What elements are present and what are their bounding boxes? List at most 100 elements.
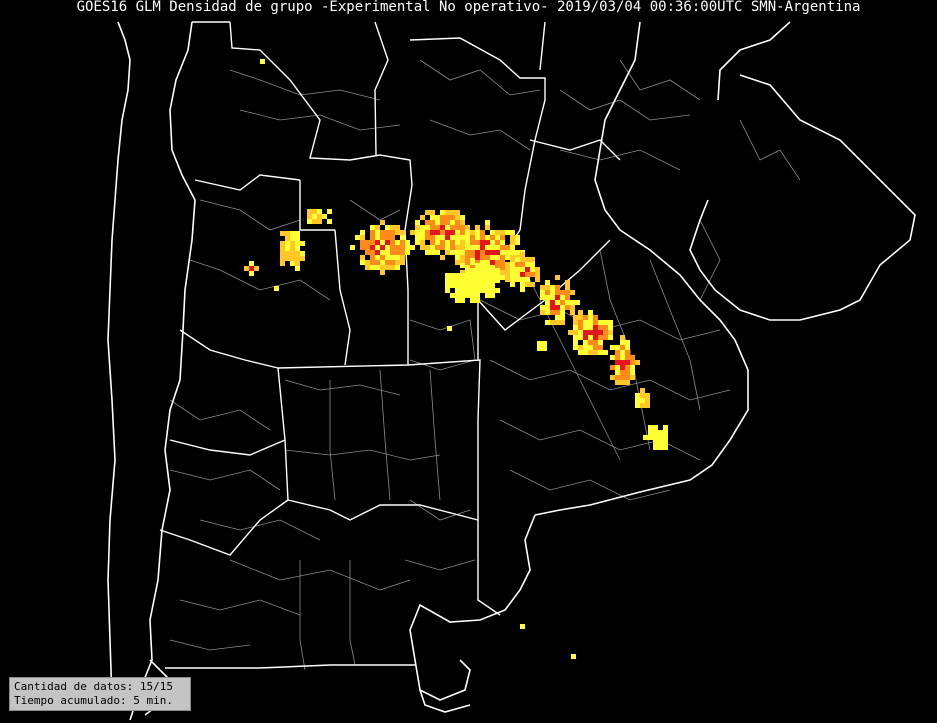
density-cell bbox=[542, 341, 547, 346]
density-cell bbox=[405, 245, 410, 250]
density-cell bbox=[653, 425, 658, 430]
density-cell bbox=[455, 260, 460, 265]
department-border bbox=[299, 560, 306, 671]
density-cell bbox=[285, 251, 290, 256]
density-cell bbox=[380, 220, 385, 225]
density-cell bbox=[435, 220, 440, 225]
density-cell bbox=[578, 315, 583, 320]
density-cell bbox=[490, 288, 495, 293]
density-cell bbox=[643, 435, 648, 440]
density-cell bbox=[530, 257, 535, 262]
density-cell bbox=[658, 430, 663, 435]
density-cell bbox=[640, 388, 645, 393]
density-cell bbox=[385, 240, 390, 245]
density-cell bbox=[390, 240, 395, 245]
density-cell bbox=[390, 260, 395, 265]
density-cell bbox=[505, 245, 510, 250]
density-cell bbox=[530, 262, 535, 267]
density-cell bbox=[540, 285, 545, 290]
density-cell bbox=[598, 345, 603, 350]
density-cell bbox=[495, 245, 500, 250]
density-cell bbox=[555, 310, 560, 315]
density-cell bbox=[505, 267, 510, 272]
department-border bbox=[429, 369, 441, 501]
density-cell bbox=[445, 245, 450, 250]
density-cell bbox=[445, 240, 450, 245]
density-cell bbox=[495, 273, 500, 278]
density-cell bbox=[640, 398, 645, 403]
density-cell bbox=[450, 215, 455, 220]
density-cell bbox=[375, 265, 380, 270]
density-cell bbox=[525, 282, 530, 287]
density-cell bbox=[400, 250, 405, 255]
density-cell bbox=[520, 267, 525, 272]
density-cell bbox=[588, 340, 593, 345]
density-cell bbox=[550, 320, 555, 325]
density-cell bbox=[370, 230, 375, 235]
density-cell bbox=[598, 350, 603, 355]
density-cell bbox=[485, 273, 490, 278]
density-cell bbox=[510, 245, 515, 250]
density-cell bbox=[285, 256, 290, 261]
density-cell bbox=[295, 246, 300, 251]
density-cell bbox=[598, 335, 603, 340]
density-cell bbox=[510, 257, 515, 262]
density-cell bbox=[370, 245, 375, 250]
department-border bbox=[169, 469, 281, 491]
density-cell bbox=[663, 445, 668, 450]
density-cell bbox=[537, 346, 542, 351]
density-cell bbox=[445, 215, 450, 220]
density-cell bbox=[520, 272, 525, 277]
density-cell bbox=[244, 266, 249, 271]
density-cell bbox=[420, 235, 425, 240]
density-cell bbox=[385, 265, 390, 270]
density-cell bbox=[395, 240, 400, 245]
density-cell bbox=[465, 260, 470, 265]
density-cell bbox=[425, 210, 430, 215]
province-border bbox=[477, 239, 611, 360]
density-cell bbox=[445, 283, 450, 288]
density-cell bbox=[510, 277, 515, 282]
density-cell bbox=[555, 305, 560, 310]
density-cell bbox=[465, 293, 470, 298]
density-cell bbox=[495, 268, 500, 273]
density-cell bbox=[515, 257, 520, 262]
density-cell bbox=[495, 288, 500, 293]
density-cell bbox=[350, 245, 355, 250]
density-cell bbox=[630, 360, 635, 365]
border-chile-argentina bbox=[129, 21, 196, 721]
density-cell bbox=[550, 295, 555, 300]
density-cell bbox=[490, 230, 495, 235]
density-cell bbox=[620, 370, 625, 375]
density-cell bbox=[535, 272, 540, 277]
density-cell bbox=[465, 240, 470, 245]
density-cell bbox=[588, 310, 593, 315]
density-cell bbox=[460, 225, 465, 230]
density-cell bbox=[560, 295, 565, 300]
density-cell bbox=[480, 240, 485, 245]
density-cell bbox=[465, 225, 470, 230]
density-cell bbox=[495, 230, 500, 235]
density-cell bbox=[525, 277, 530, 282]
density-cell bbox=[625, 350, 630, 355]
density-cell bbox=[573, 325, 578, 330]
density-cell bbox=[570, 290, 575, 295]
density-cell bbox=[440, 225, 445, 230]
density-cell bbox=[480, 230, 485, 235]
density-cell bbox=[530, 267, 535, 272]
density-cell bbox=[415, 230, 420, 235]
density-cell bbox=[545, 300, 550, 305]
density-cell bbox=[500, 240, 505, 245]
density-cell bbox=[588, 345, 593, 350]
density-cell bbox=[447, 326, 452, 331]
density-cell bbox=[615, 345, 620, 350]
density-cell bbox=[495, 265, 500, 270]
density-cell bbox=[578, 345, 583, 350]
department-border bbox=[499, 419, 701, 461]
density-cell bbox=[480, 255, 485, 260]
density-cell bbox=[542, 346, 547, 351]
density-cell bbox=[630, 365, 635, 370]
density-cell bbox=[640, 403, 645, 408]
density-cell bbox=[630, 355, 635, 360]
density-cell bbox=[440, 245, 445, 250]
